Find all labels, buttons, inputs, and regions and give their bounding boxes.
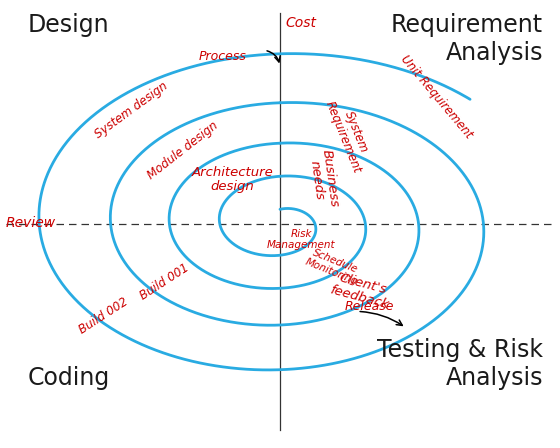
- Text: Requirement
Analysis: Requirement Analysis: [391, 13, 543, 65]
- Text: Unit Requirement: Unit Requirement: [398, 52, 475, 141]
- Text: Module design: Module design: [146, 119, 221, 181]
- Text: Design: Design: [28, 13, 110, 38]
- Text: Schedule
Monitoring: Schedule Monitoring: [304, 246, 363, 287]
- Text: System
Requirement: System Requirement: [323, 94, 377, 175]
- Text: Review: Review: [6, 216, 56, 230]
- Text: Business
needs: Business needs: [306, 148, 341, 210]
- Text: Build 001: Build 001: [137, 262, 191, 303]
- Text: Release: Release: [344, 300, 394, 314]
- Text: System design: System design: [92, 79, 171, 141]
- Text: Process: Process: [199, 49, 246, 63]
- Text: Risk
Management: Risk Management: [267, 229, 335, 250]
- Text: Architecture
design: Architecture design: [192, 166, 273, 193]
- Text: Build 002: Build 002: [77, 295, 130, 336]
- Text: Client's
feedback: Client's feedback: [328, 269, 394, 311]
- Text: Cost: Cost: [286, 16, 316, 30]
- Text: Testing & Risk
Analysis: Testing & Risk Analysis: [377, 338, 543, 390]
- Text: Coding: Coding: [28, 366, 110, 390]
